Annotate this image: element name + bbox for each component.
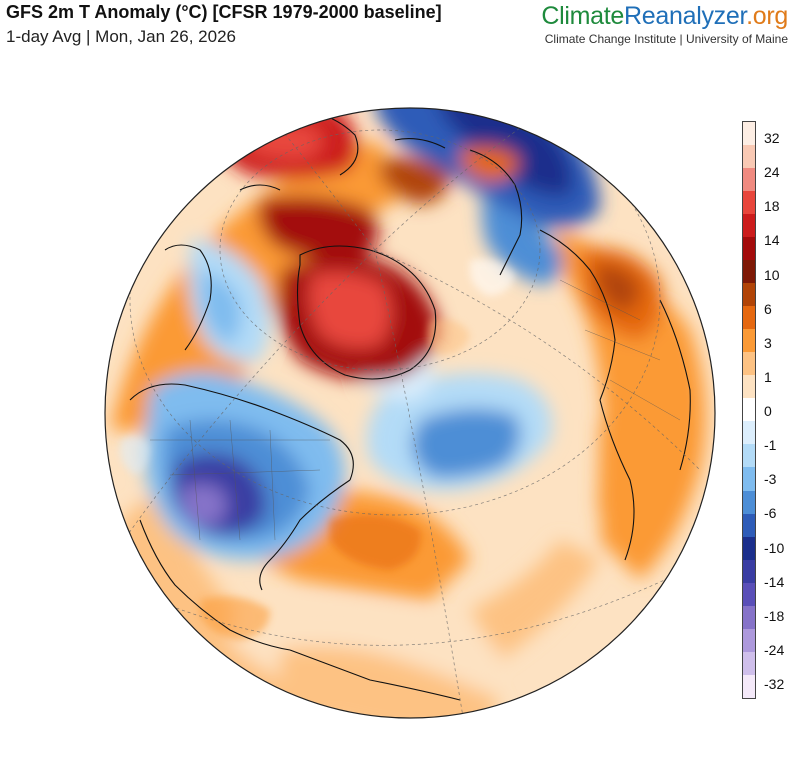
coastlines (129, 108, 691, 701)
colorbar-segment (743, 237, 755, 261)
map-subtitle: 1-day Avg | Mon, Jan 26, 2026 (6, 27, 236, 46)
colorbar-segment (743, 283, 755, 307)
colorbar-segment (743, 513, 755, 537)
brand-logo-part-org: .org (746, 2, 788, 30)
colorbar-segment (743, 168, 755, 192)
colorbar-tick-label: 10 (764, 266, 780, 283)
brand-logo[interactable]: ClimateReanalyzer.org (541, 1, 788, 31)
colorbar-segment (743, 122, 755, 146)
globe-outline (104, 107, 716, 719)
colorbar-tick-label: 14 (764, 232, 780, 249)
anomaly-field (110, 108, 706, 718)
colorbar-segment (743, 329, 755, 353)
colorbar-tick-label: -18 (764, 607, 785, 624)
anomaly-fine-detail (120, 259, 515, 640)
colorbar-tick-label: -24 (764, 641, 785, 658)
colorbar-segment (743, 536, 755, 560)
brand-logo-part-reanalyzer: Reanalyzer (624, 2, 747, 30)
colorbar-segment (743, 467, 755, 491)
colorbar-segment (743, 674, 755, 698)
colorbar-segment (743, 260, 755, 284)
colorbar-segment (743, 444, 755, 468)
colorbar-tick-label: 24 (764, 164, 780, 181)
colorbar-segment (743, 306, 755, 330)
colorbar-tick-label: -6 (764, 505, 777, 522)
political-borders (150, 279, 681, 541)
colorbar-segment (743, 582, 755, 606)
colorbar-tick-label: -3 (764, 471, 777, 488)
colorbar-tick-label: 1 (764, 368, 772, 385)
colorbar-segment (743, 628, 755, 652)
colorbar-tick-label: -1 (764, 437, 777, 454)
colorbar-segment (743, 605, 755, 629)
brand-block[interactable]: ClimateReanalyzer.org Climate Change Ins… (541, 1, 788, 46)
colorbar-segment (743, 559, 755, 583)
map-title: GFS 2m T Anomaly (°C) [CFSR 1979-2000 ba… (6, 2, 442, 22)
colorbar-tick-label: 32 (764, 130, 780, 146)
colorbar-segment (743, 398, 755, 422)
colorbar-segment (743, 214, 755, 238)
colorbar-segment (743, 490, 755, 514)
brand-tagline: Climate Change Institute | University of… (544, 32, 788, 46)
colorbar-segment (743, 352, 755, 376)
colorbar-tick-label: -14 (764, 573, 785, 590)
colorbar-tick-label: -32 (764, 676, 785, 692)
colorbar-tick-label: 0 (764, 403, 772, 419)
colorbar-segment (743, 651, 755, 675)
colorbar-segment (743, 191, 755, 215)
colorbar-segment (743, 375, 755, 399)
colorbar-segment (743, 145, 755, 169)
colorbar-tick-label: 18 (764, 198, 780, 215)
colorbar-tick-label: 6 (764, 300, 772, 317)
colorbar-segment (743, 421, 755, 445)
colorbar (742, 121, 756, 699)
brand-logo-part-climate: Climate (541, 2, 625, 30)
colorbar-tick-label: -10 (764, 539, 785, 556)
colorbar-tick-label: 3 (764, 334, 772, 351)
